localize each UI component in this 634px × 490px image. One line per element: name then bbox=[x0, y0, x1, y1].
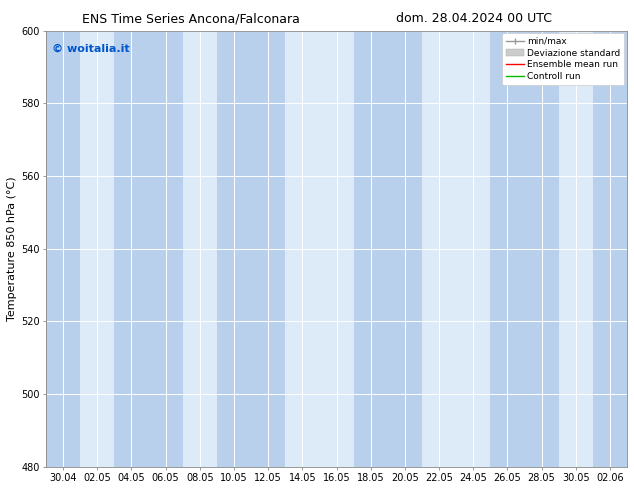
Text: dom. 28.04.2024 00 UTC: dom. 28.04.2024 00 UTC bbox=[396, 12, 552, 25]
Bar bbox=[354, 30, 422, 467]
Legend: min/max, Deviazione standard, Ensemble mean run, Controll run: min/max, Deviazione standard, Ensemble m… bbox=[502, 33, 624, 85]
Y-axis label: Temperature 850 hPa (°C): Temperature 850 hPa (°C) bbox=[7, 176, 17, 321]
Bar bbox=[46, 30, 80, 467]
Bar bbox=[114, 30, 183, 467]
Bar bbox=[490, 30, 559, 467]
Text: ENS Time Series Ancona/Falconara: ENS Time Series Ancona/Falconara bbox=[82, 12, 301, 25]
Text: © woitalia.it: © woitalia.it bbox=[52, 44, 129, 53]
Bar bbox=[593, 30, 627, 467]
Bar bbox=[217, 30, 285, 467]
